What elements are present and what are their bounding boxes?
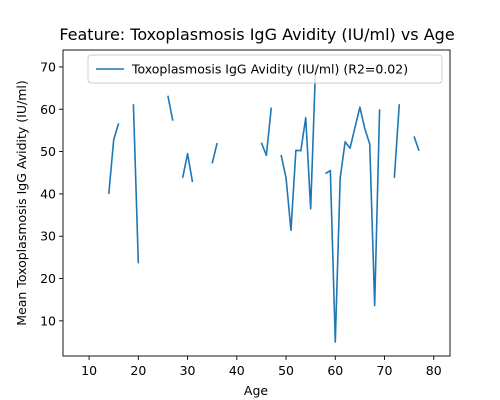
y-tick-label: 40 <box>40 186 56 201</box>
series-0-segment-5 <box>260 107 273 157</box>
x-tick-label: 70 <box>377 363 393 378</box>
x-tick-label: 60 <box>327 363 343 378</box>
series-0-segment-4 <box>211 142 218 164</box>
y-tick-label: 10 <box>40 313 56 328</box>
series-0-segment-7 <box>325 106 381 343</box>
y-tick-label: 70 <box>40 59 56 74</box>
x-tick-label: 80 <box>426 363 442 378</box>
series-0-segment-2 <box>167 95 174 121</box>
x-tick-label: 30 <box>180 363 196 378</box>
y-tick-label: 20 <box>40 271 56 286</box>
legend-entry: Toxoplasmosis IgG Avidity (IU/ml) (R2=0.… <box>131 62 408 77</box>
series-0-segment-8 <box>393 104 401 178</box>
x-axis-ticks: 10 20 30 40 50 60 70 80 <box>81 356 442 378</box>
legend: Toxoplasmosis IgG Avidity (IU/ml) (R2=0.… <box>87 54 443 84</box>
chart-title: Feature: Toxoplasmosis IgG Avidity (IU/m… <box>59 25 454 44</box>
legend-box <box>87 54 443 84</box>
x-tick-label: 10 <box>81 363 97 378</box>
x-tick-label: 50 <box>278 363 294 378</box>
y-axis-ticks: 10 20 30 40 50 60 70 <box>40 59 63 328</box>
series-0-segment-3 <box>181 152 194 183</box>
plot-area <box>62 49 451 357</box>
series-0-segment-1 <box>132 104 140 264</box>
y-axis-label: Mean Toxoplasmosis IgG Avidity (IU/ml) <box>14 80 29 325</box>
plot-background <box>63 50 450 356</box>
x-tick-label: 40 <box>229 363 245 378</box>
series-0-segment-6 <box>280 66 317 232</box>
series-0-segment-0 <box>107 122 120 194</box>
x-tick-label: 20 <box>130 363 146 378</box>
axes-frame <box>62 49 451 357</box>
y-tick-label: 50 <box>40 144 56 159</box>
y-tick-label: 30 <box>40 229 56 244</box>
x-axis-label: Age <box>244 383 268 398</box>
series-0-segment-9 <box>413 136 420 151</box>
y-tick-label: 60 <box>40 102 56 117</box>
